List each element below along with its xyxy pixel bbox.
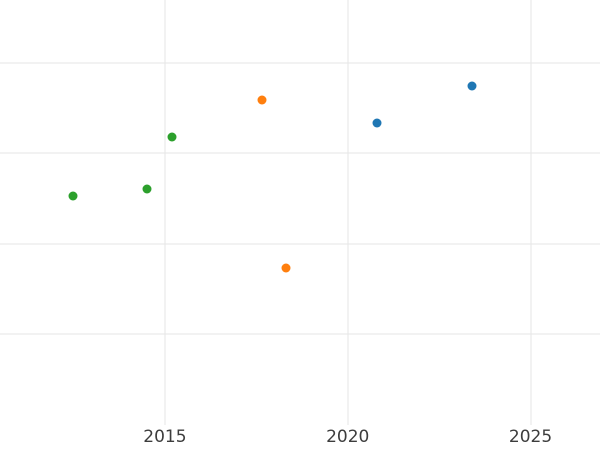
- x-gridline: [164, 0, 166, 425]
- y-gridline: [0, 152, 600, 154]
- scatter-point-orange: [281, 263, 291, 273]
- x-tick-label: 2020: [326, 427, 370, 447]
- scatter-point-blue: [467, 81, 477, 91]
- plot-area: [0, 0, 600, 425]
- scatter-point-green: [167, 132, 177, 142]
- x-gridline: [347, 0, 349, 425]
- scatter-point-orange: [257, 95, 267, 105]
- y-gridline: [0, 243, 600, 245]
- x-axis: 2015 2020 2025: [0, 425, 600, 450]
- y-gridline: [0, 333, 600, 335]
- x-tick-label: 2025: [508, 427, 553, 447]
- scatter-point-blue: [372, 118, 382, 128]
- scatter-point-green: [142, 184, 152, 194]
- x-gridline: [530, 0, 532, 425]
- y-gridline: [0, 62, 600, 64]
- x-tick-label: 2015: [143, 427, 187, 447]
- scatter-point-green: [68, 191, 78, 201]
